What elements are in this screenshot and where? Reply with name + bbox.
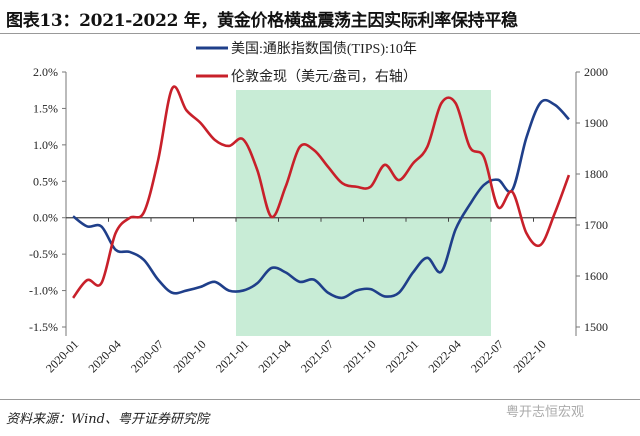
source-note: 资料来源：Wind、粤开证券研究院	[6, 412, 209, 427]
x-tick-label: 2020-10	[171, 337, 209, 375]
right-tick-label: 1700	[584, 218, 608, 232]
right-tick-label: 1900	[584, 116, 608, 130]
left-tick-label: -0.5%	[29, 247, 58, 261]
x-tick-label: 2021-01	[213, 337, 251, 375]
left-tick-label: 1.5%	[33, 101, 58, 115]
x-tick-label: 2020-01	[43, 337, 81, 375]
x-tick-label: 2022-04	[426, 337, 464, 375]
legend-label: 伦敦金现（美元/盎司，右轴）	[231, 69, 417, 85]
chart-title: 图表13：2021-2022 年，黄金价格横盘震荡主因实际利率保持平稳	[6, 11, 518, 31]
left-tick-label: -1.0%	[29, 284, 58, 298]
right-tick-label: 1600	[584, 269, 608, 283]
right-tick-label: 1800	[584, 167, 608, 181]
right-tick-label: 2000	[584, 65, 608, 79]
legend-label: 美国:通胀指数国债(TIPS):10年	[231, 41, 417, 57]
x-tick-label: 2020-07	[128, 337, 166, 375]
x-tick-label: 2021-10	[341, 337, 379, 375]
watermark: 粤开志恒宏观	[506, 405, 585, 420]
x-tick-label: 2022-07	[468, 337, 506, 375]
x-tick-label: 2021-07	[298, 337, 336, 375]
title-divider	[0, 33, 640, 34]
x-tick-label: 2022-01	[383, 337, 421, 375]
x-tick-label: 2022-10	[511, 337, 549, 375]
left-tick-label: 0.0%	[33, 211, 58, 225]
footer-divider	[0, 399, 640, 400]
right-tick-label: 1500	[584, 320, 608, 334]
chart: -1.5% -1.0% -0.5% 0.0% 0.5% 1.0% 1.5% 2.0% 1500 1…	[29, 41, 608, 375]
series-line-tips-10y	[72, 98, 570, 300]
series-line-london-gold	[72, 85, 571, 299]
x-tick-label: 2020-04	[86, 337, 124, 375]
x-tick-label: 2021-04	[256, 337, 294, 375]
shaded-region	[236, 90, 491, 336]
left-tick-label: 0.5%	[33, 174, 58, 188]
left-tick-label: 2.0%	[33, 65, 58, 79]
left-tick-label: 1.0%	[33, 138, 58, 152]
left-tick-label: -1.5%	[29, 320, 58, 334]
